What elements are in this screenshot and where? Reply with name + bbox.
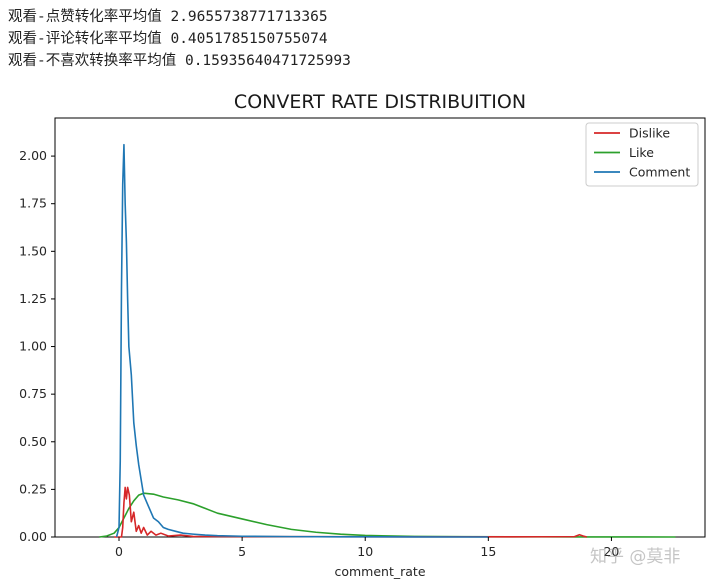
- axis-layer: 0.00 0.25 0.50 0.75 1.00 1.25 1.50 1.75 2.00 0 5 10…: [19, 148, 619, 559]
- legend-box: [585, 122, 699, 187]
- output-line-comment-rate: 观看-评论转化率平均值 0.4051785150755074: [8, 31, 328, 47]
- series-line-like: [99, 492, 676, 538]
- x-tick-label: 10: [357, 544, 373, 559]
- output-line-like-rate: 观看-点赞转化率平均值 2.9655738771713365: [8, 9, 328, 25]
- y-tick-label: 0.75: [19, 386, 47, 401]
- legend-label-like: Like: [629, 145, 654, 160]
- y-tick-label: 0.00: [19, 529, 47, 544]
- y-tick-label: 0.25: [19, 481, 47, 496]
- output-text-block: 观看-点赞转化率平均值 2.9655738771713365 观看-评论转化率平…: [8, 6, 351, 72]
- x-axis-label: comment_rate: [334, 564, 425, 579]
- x-tick-label: 20: [603, 544, 619, 559]
- chart-title: CONVERT RATE DISTRIBUITION: [234, 91, 526, 113]
- output-line-dislike-rate: 观看-不喜欢转换率平均值 0.15935640471725993: [8, 53, 351, 69]
- x-tick-label: 0: [115, 544, 123, 559]
- legend: Dislike Like Comment: [585, 122, 699, 187]
- y-tick-label: 1.75: [19, 196, 47, 211]
- series-line-dislike: [114, 486, 588, 538]
- series-line-comment: [115, 143, 489, 538]
- x-tick-label: 5: [238, 544, 246, 559]
- series-layer: [99, 143, 676, 538]
- y-tick-label: 2.00: [19, 148, 47, 163]
- y-tick-label: 1.25: [19, 291, 47, 306]
- y-tick-label: 1.50: [19, 243, 47, 258]
- legend-label-comment: Comment: [629, 165, 690, 180]
- watermark: 知乎 @莫非: [590, 547, 681, 567]
- legend-label-dislike: Dislike: [629, 126, 670, 141]
- y-tick-label: 0.50: [19, 434, 47, 449]
- y-tick-label: 1.00: [19, 339, 47, 354]
- x-tick-label: 15: [480, 544, 496, 559]
